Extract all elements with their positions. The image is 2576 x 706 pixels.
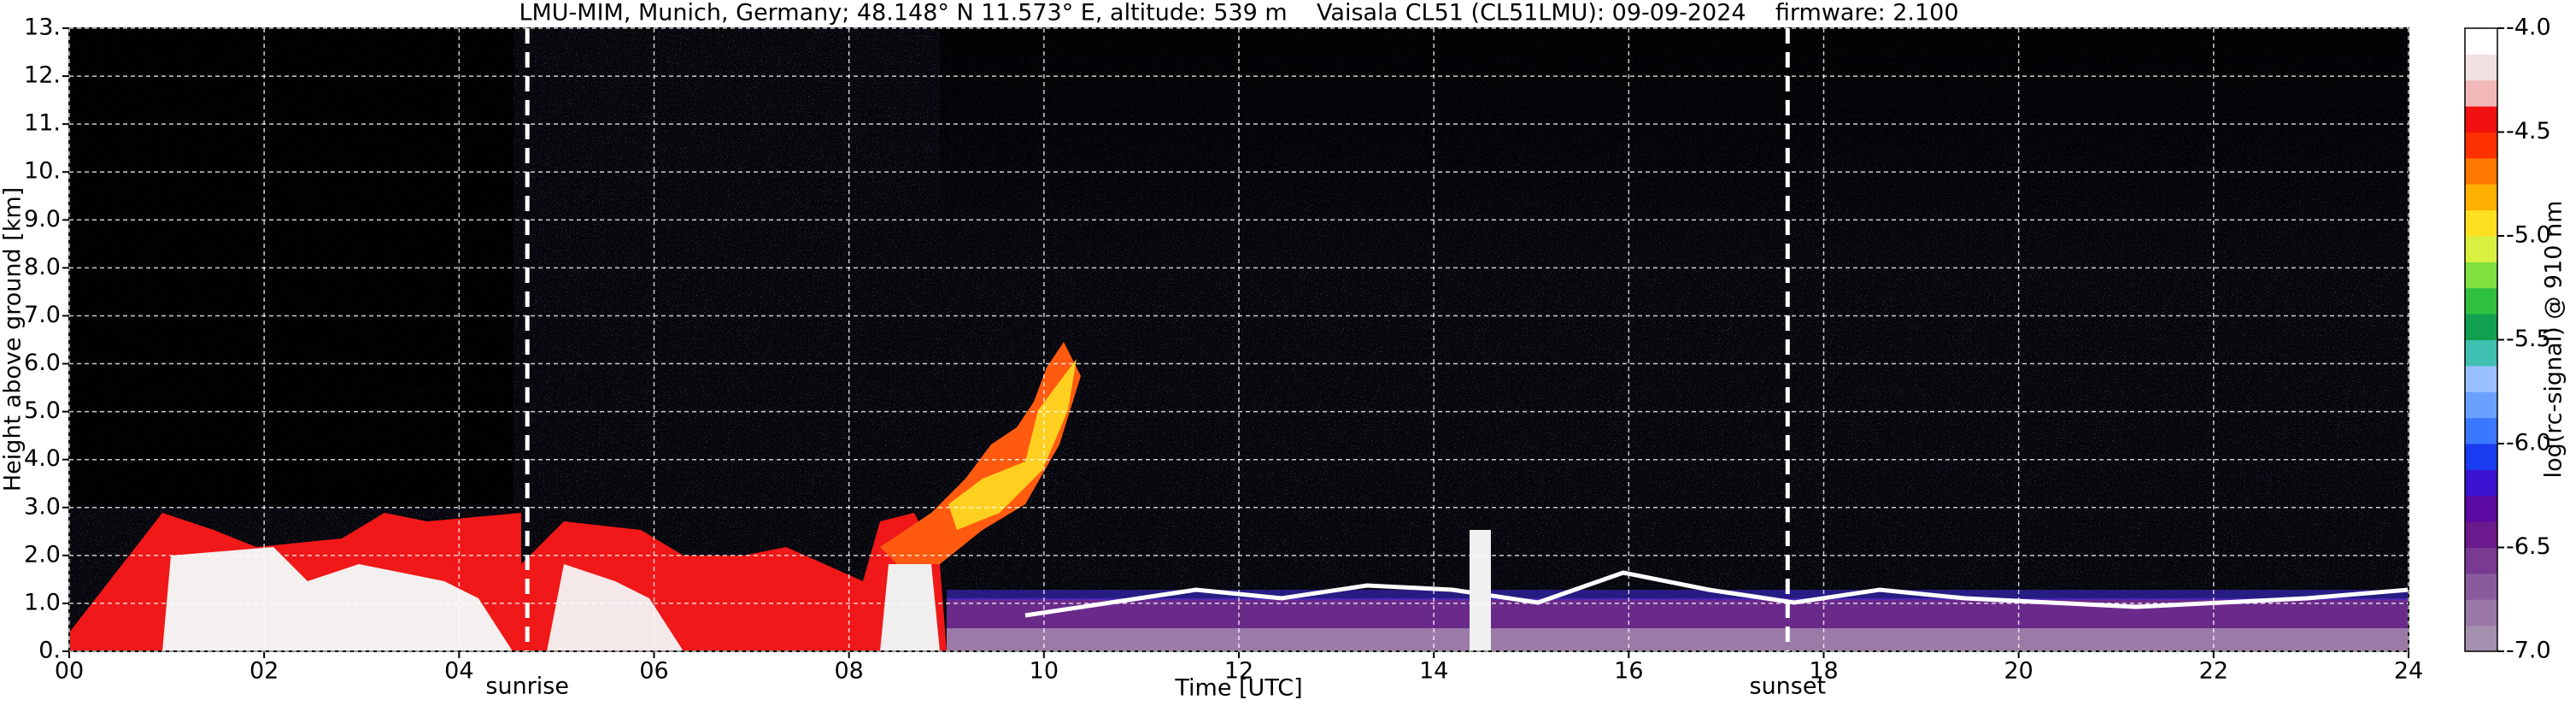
boundary-layer [947, 628, 2409, 651]
colorbar-band [2465, 314, 2497, 340]
y-tick-label: 3.0 [24, 493, 61, 520]
y-tick-label: 4.0 [24, 445, 61, 472]
colorbar-band [2465, 54, 2497, 81]
y-tick-label: 9.0 [24, 206, 61, 232]
y-tick-label: 5.0 [24, 397, 61, 424]
x-tick-label: 02 [249, 658, 279, 685]
colorbar-band [2465, 262, 2497, 289]
annotation-label: sunset [1750, 674, 1827, 700]
colorbar-band [2465, 106, 2497, 132]
colorbar-tick-label: -7.0 [2506, 638, 2551, 664]
colorbar-band [2465, 573, 2497, 600]
colorbar-band [2465, 365, 2497, 392]
colorbar-band [2465, 28, 2497, 55]
colorbar-band [2465, 547, 2497, 574]
y-tick-label: 10. [24, 158, 61, 185]
y-tick-label: 2.0 [24, 541, 61, 568]
x-tick-label: 20 [2004, 658, 2033, 685]
x-tick-label: 08 [834, 658, 863, 685]
x-axis-label: Time [UTC] [1174, 675, 1302, 702]
colorbar-tick-label: -4.0 [2506, 15, 2551, 41]
colorbar-tick-label: -6.0 [2506, 430, 2551, 456]
x-tick-label: 06 [639, 658, 668, 685]
dark-region [940, 28, 2409, 285]
x-tick-label: 16 [1614, 658, 1643, 685]
x-tick-label: 04 [444, 658, 473, 685]
y-tick-label: 1.0 [24, 589, 61, 615]
cloud-base [1024, 570, 2409, 618]
aerosol-layer [880, 564, 940, 651]
x-tick-label: 00 [55, 658, 84, 685]
y-tick-label: 6.0 [24, 350, 61, 376]
colorbar-tick-label: -5.0 [2506, 222, 2551, 249]
colorbar-band [2465, 209, 2497, 237]
aerosol-layer [162, 547, 513, 651]
colorbar-band [2465, 157, 2497, 185]
aerosol-layer [547, 564, 684, 651]
colorbar-band [2465, 625, 2497, 652]
colorbar-band [2465, 391, 2497, 419]
x-tick-label: 18 [1809, 658, 1838, 685]
x-tick-label: 10 [1030, 658, 1059, 685]
annotation-label: sunrise [485, 674, 569, 700]
colorbar-band [2465, 339, 2497, 367]
colorbar-band [2465, 417, 2497, 444]
colorbar-band [2465, 287, 2497, 315]
colorbar-tick-label: -4.5 [2506, 118, 2551, 144]
y-tick-label: 12. [24, 62, 61, 89]
colorbar-band [2465, 599, 2497, 627]
y-tick-label: 13. [24, 15, 61, 41]
cloud [1470, 530, 1491, 651]
x-tick-label: 22 [2199, 658, 2228, 685]
colorbar-tick-label: -5.5 [2506, 326, 2551, 352]
x-tick-label: 24 [2394, 658, 2423, 685]
y-tick-label: 7.0 [24, 302, 61, 328]
colorbar-band [2465, 521, 2497, 548]
y-axis-label: Height above ground [km] [0, 187, 26, 491]
y-tick-label: 11. [24, 110, 61, 137]
colorbar-band [2465, 184, 2497, 211]
colorbar-band [2465, 132, 2497, 159]
colorbar-band [2465, 79, 2497, 107]
x-tick-label: 14 [1419, 658, 1448, 685]
colorbar-label: log(rc-signal) @ 910 nm [2541, 201, 2567, 479]
colorbar-band [2465, 469, 2497, 497]
y-tick-label: 0. [38, 638, 61, 664]
colorbar-tick-label: -6.5 [2506, 533, 2551, 560]
colorbar-band [2465, 495, 2497, 522]
y-tick-label: 8.0 [24, 254, 61, 280]
x-tick-label: 12 [1224, 658, 1253, 685]
colorbar-band [2465, 444, 2497, 470]
colorbar-band [2465, 236, 2497, 262]
chart-title: LMU-MIM, Munich, Germany; 48.148° N 11.5… [519, 0, 1958, 26]
